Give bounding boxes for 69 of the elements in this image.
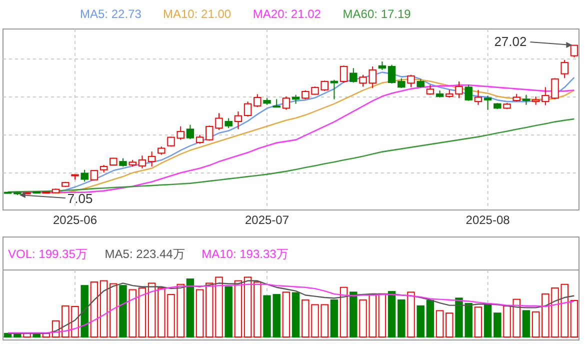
candlestick (570, 44, 578, 58)
text: MA60: 17.19 (342, 7, 412, 21)
candlestick (186, 124, 194, 140)
bar (128, 289, 136, 338)
candlestick (224, 118, 232, 129)
bar (100, 280, 108, 338)
candlestick (138, 155, 146, 169)
bar (570, 300, 578, 338)
candlestick (464, 84, 472, 102)
bar (292, 292, 300, 338)
bar (90, 281, 98, 338)
candlestick (148, 151, 156, 167)
bar (426, 300, 434, 338)
candlestick (340, 65, 348, 84)
bar (282, 292, 290, 338)
x-tick-label: 2025-07 (244, 213, 290, 227)
bar (340, 286, 348, 338)
annotation: 7.05 (67, 191, 93, 206)
bar (224, 286, 232, 338)
candlestick (560, 59, 568, 79)
text: MA10: 193.33万 (202, 247, 288, 261)
candlestick (234, 110, 242, 130)
candlestick (80, 169, 88, 182)
bar (350, 292, 358, 338)
bar (80, 285, 88, 338)
candlestick (407, 74, 415, 88)
bar (378, 293, 386, 338)
bar (138, 287, 146, 338)
bar (186, 278, 194, 338)
x-tick-label: 2025-08 (466, 213, 510, 227)
text: MA5: 22.73 (80, 7, 142, 21)
text: VOL: 199.35万 (8, 247, 88, 261)
bar (196, 289, 204, 338)
candlestick (474, 89, 482, 106)
bar (388, 291, 396, 338)
bar (244, 276, 252, 338)
bar (32, 334, 40, 338)
candlestick (350, 68, 358, 83)
bar (522, 310, 530, 338)
bar (148, 282, 156, 338)
bar (407, 292, 415, 338)
candlestick (484, 95, 492, 110)
candlestick (244, 101, 252, 118)
candlestick (282, 96, 290, 110)
candlestick (330, 79, 338, 100)
bar (436, 310, 444, 338)
bar (330, 299, 338, 338)
text: MA10: 21.00 (163, 7, 232, 21)
bar (474, 306, 482, 338)
bar (398, 299, 406, 338)
x-tick-label: 2025-06 (52, 213, 98, 227)
text: MA20: 21.02 (252, 7, 322, 21)
bar (446, 312, 454, 338)
candlestick (398, 78, 406, 89)
bar (234, 280, 242, 338)
bar (532, 311, 540, 338)
text: MA5: 223.44万 (104, 247, 185, 261)
candlestick (254, 94, 262, 108)
bar (119, 285, 127, 338)
candlestick (426, 84, 434, 96)
bar (494, 312, 502, 338)
annotation: 27.02 (494, 34, 527, 49)
candlestick (388, 64, 396, 84)
bar (254, 281, 262, 338)
candlestick (522, 94, 530, 106)
bar (484, 303, 492, 338)
bar (110, 283, 118, 338)
candlestick (90, 170, 98, 181)
bar (416, 305, 424, 338)
